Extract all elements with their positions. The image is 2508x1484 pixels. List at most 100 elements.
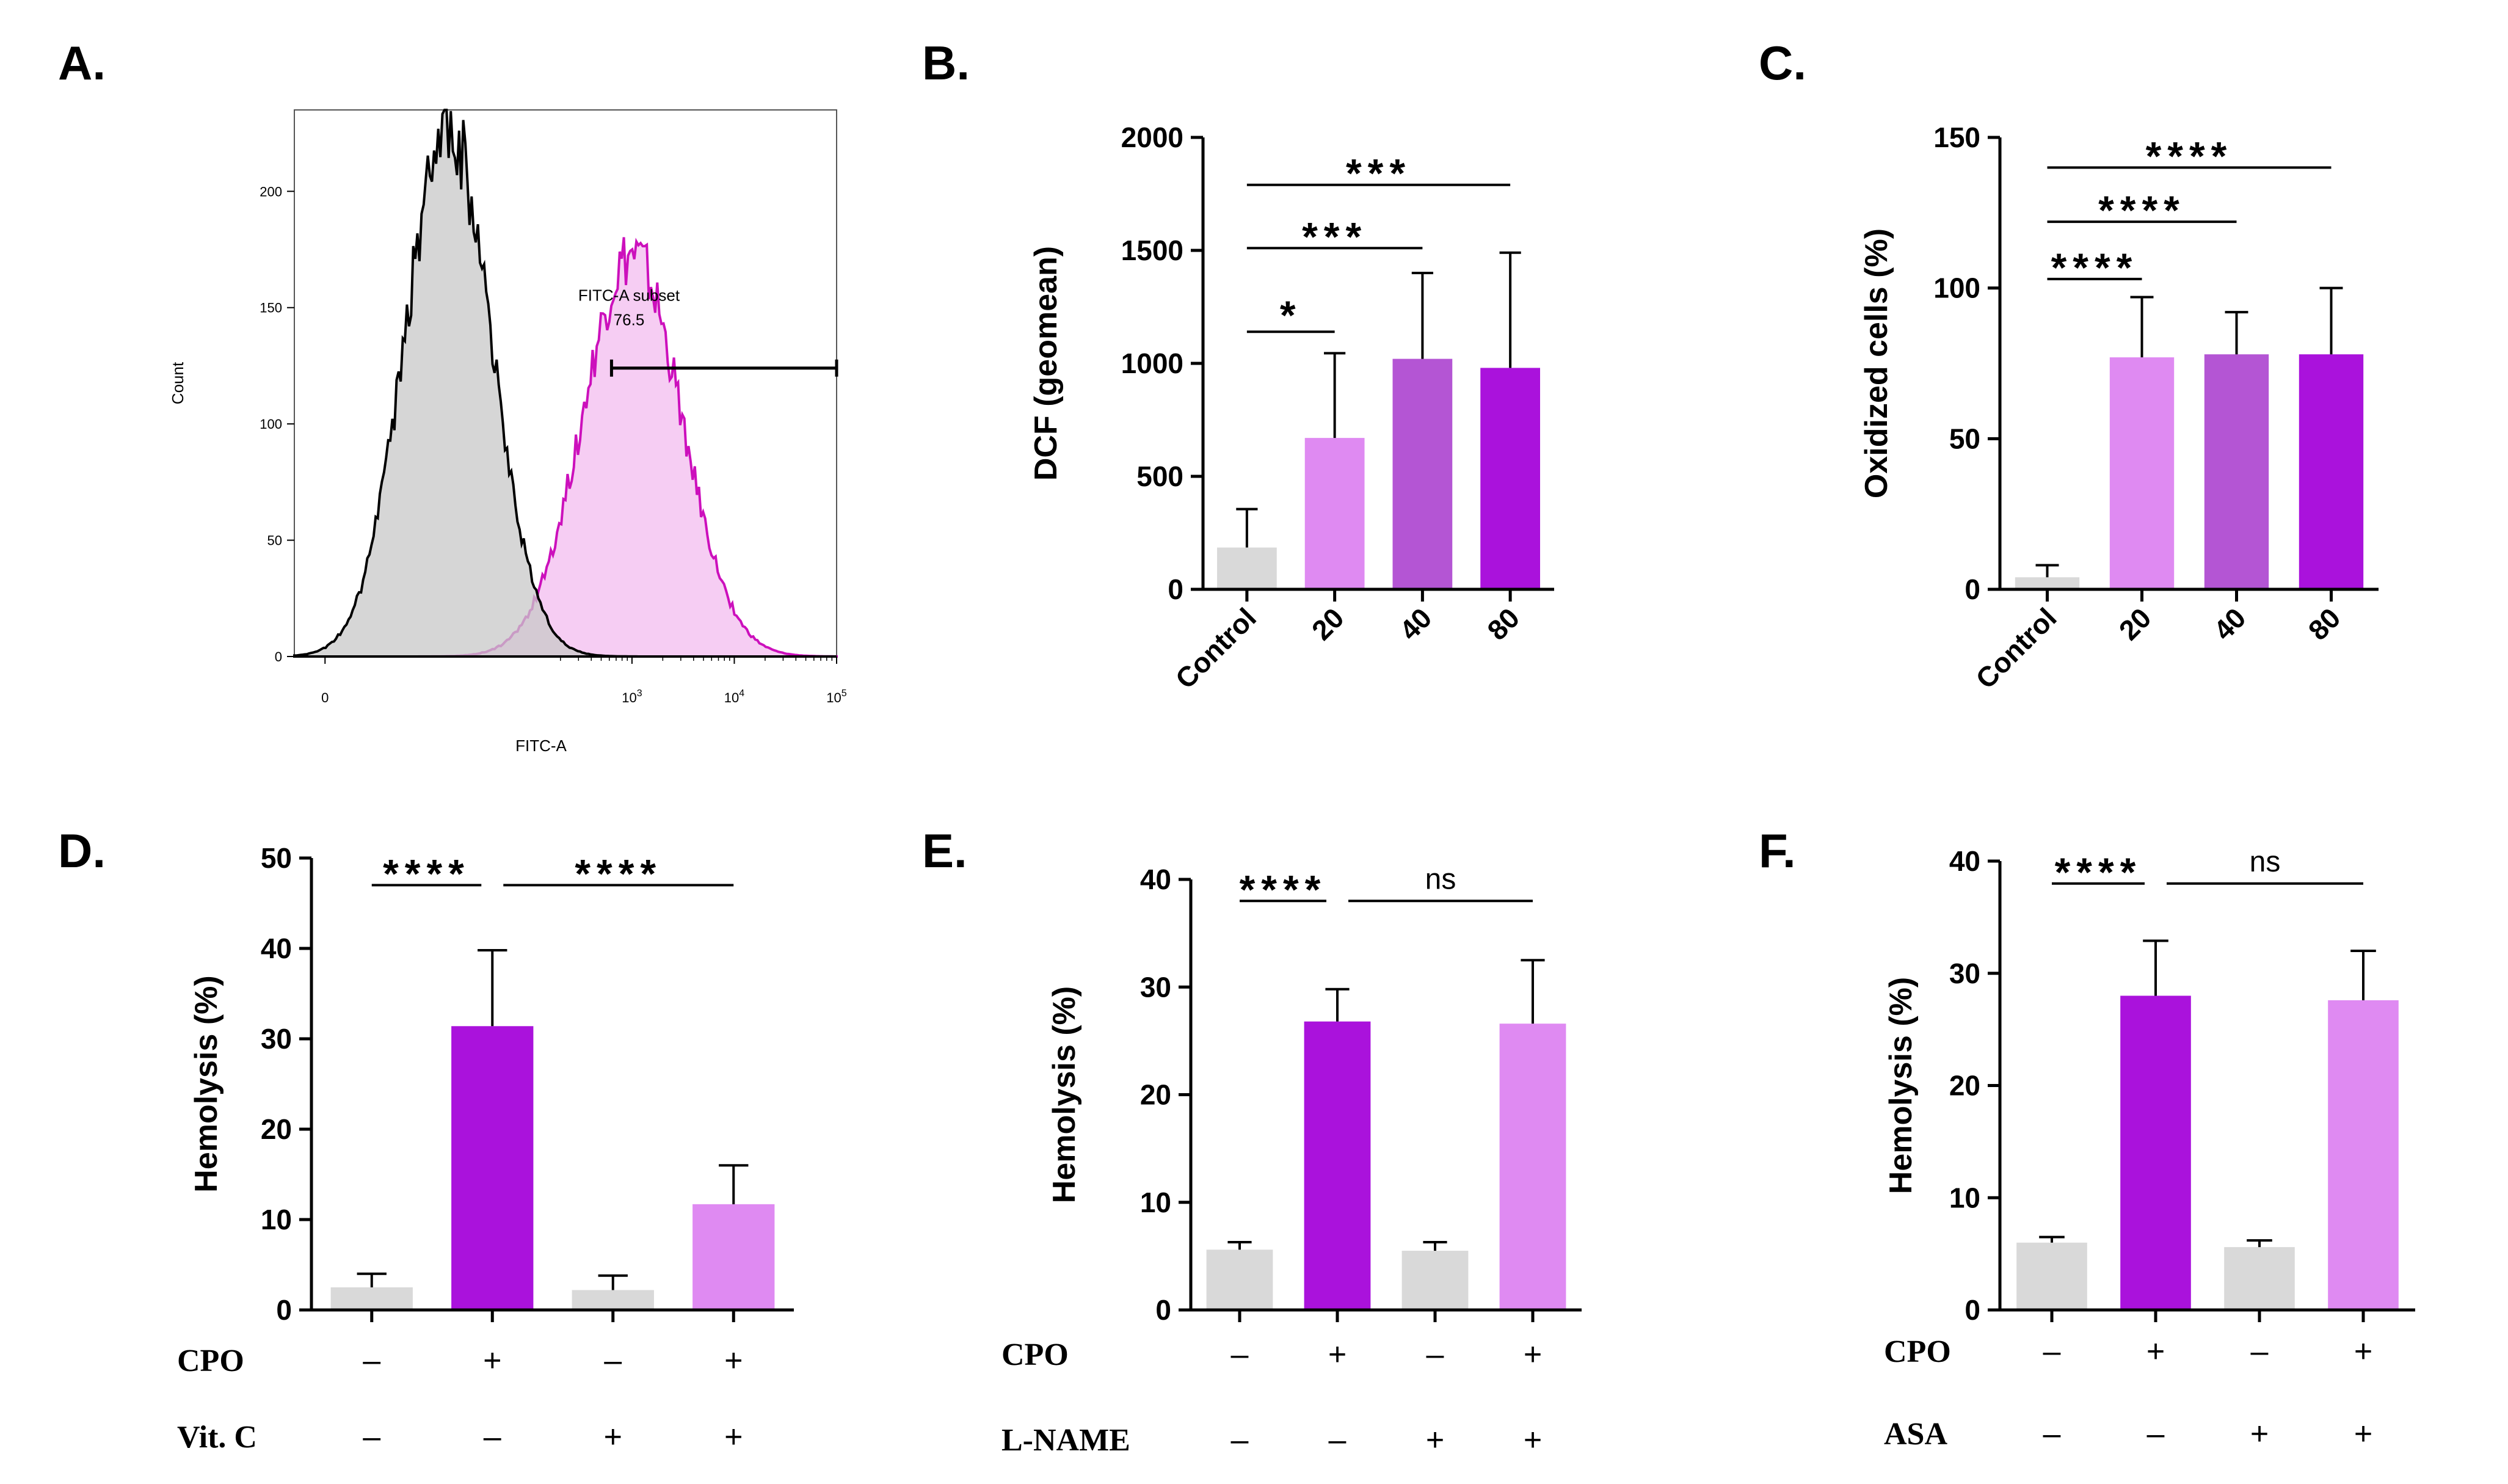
condition-mark: + xyxy=(724,1343,743,1378)
panel-letter: C. xyxy=(1759,36,1806,90)
y-tick-label: 0 xyxy=(276,1294,292,1326)
significance-label: **** xyxy=(383,851,470,896)
y-tick-label: 1000 xyxy=(1121,347,1183,379)
bar xyxy=(1217,547,1277,589)
y-tick-label: 0 xyxy=(1168,573,1183,605)
y-tick-label: 10 xyxy=(1140,1187,1171,1218)
y-tick-label: 100 xyxy=(1933,272,1980,304)
condition-mark: + xyxy=(483,1343,501,1378)
condition-label: Vit. C xyxy=(177,1420,257,1455)
gate-label: FITC-A subset xyxy=(578,286,680,305)
condition-label: ASA xyxy=(1884,1417,1947,1452)
bar xyxy=(2015,577,2080,589)
y-axis-title: DCF (geomean) xyxy=(1028,246,1064,481)
y-tick-label: 30 xyxy=(261,1023,292,1055)
significance-label: ns xyxy=(1425,863,1456,895)
condition-mark: – xyxy=(2251,1334,2269,1369)
y-tick-label: 30 xyxy=(1949,958,1980,989)
y-tick-label: 0 xyxy=(275,649,282,664)
y-tick-label: 200 xyxy=(260,184,282,199)
x-tick-label: 0 xyxy=(321,690,329,705)
condition-label: CPO xyxy=(1884,1334,1951,1369)
significance-label: **** xyxy=(2098,187,2186,233)
y-axis-title: Hemolysis (%) xyxy=(1047,986,1082,1203)
panel-e: E. 0 10 20 30 40 Hemolysis (%) CPO – + – + L-NAME – – +… xyxy=(922,824,1582,1458)
condition-mark: – xyxy=(604,1343,622,1378)
panel-letter: D. xyxy=(58,824,106,878)
panel-d: D. 0 10 20 30 40 50 Hemolysis (%) CPO – + – + Vit. C –… xyxy=(58,824,794,1455)
bar xyxy=(2328,1000,2399,1310)
y-tick-label: 30 xyxy=(1140,971,1171,1003)
y-tick-label: 150 xyxy=(260,300,282,316)
significance-label: **** xyxy=(575,851,662,896)
y-tick-label: 40 xyxy=(261,933,292,964)
y-tick-label: 500 xyxy=(1136,460,1183,492)
y-tick-label: 150 xyxy=(1933,122,1980,153)
condition-mark: + xyxy=(2354,1416,2372,1452)
panel-letter: B. xyxy=(922,36,970,90)
bar xyxy=(572,1290,654,1310)
condition-mark: + xyxy=(604,1419,622,1455)
bar xyxy=(2120,995,2191,1310)
condition-label: CPO xyxy=(177,1344,244,1378)
condition-mark: – xyxy=(2147,1416,2165,1452)
significance-label: **** xyxy=(2051,245,2139,290)
bar xyxy=(1392,358,1453,589)
x-axis-title: FITC-A xyxy=(515,737,567,755)
bar xyxy=(1499,1024,1566,1310)
y-tick-label: 0 xyxy=(1155,1294,1171,1326)
y-tick-label: 100 xyxy=(260,416,282,432)
bar xyxy=(330,1287,413,1310)
bar xyxy=(2016,1242,2087,1310)
bar xyxy=(1304,1021,1371,1310)
y-axis-title: Oxidized cells (%) xyxy=(1859,228,1894,498)
panel-a: A. FITC-A subset 76.5 0 50 100 150 200 0 103 104 10… xyxy=(58,36,847,755)
bar xyxy=(451,1026,534,1310)
histogram-control xyxy=(293,109,837,658)
y-tick-label: 1500 xyxy=(1121,235,1183,266)
x-tick-label: 105 xyxy=(826,688,846,705)
condition-mark: + xyxy=(1328,1337,1347,1372)
y-tick-label: 50 xyxy=(1949,423,1980,454)
significance-label: **** xyxy=(1240,867,1327,912)
y-axis-title: Hemolysis (%) xyxy=(1883,977,1919,1194)
condition-mark: – xyxy=(1231,1337,1249,1372)
condition-mark: – xyxy=(363,1343,380,1378)
condition-mark: + xyxy=(1524,1337,1542,1372)
significance-label: *** xyxy=(1346,151,1411,196)
y-axis-title: Count xyxy=(169,362,187,404)
condition-mark: + xyxy=(2146,1334,2165,1369)
condition-mark: – xyxy=(2043,1334,2061,1369)
condition-mark: – xyxy=(1329,1422,1347,1458)
panel-letter: F. xyxy=(1759,824,1796,878)
y-tick-label: 20 xyxy=(1140,1079,1171,1111)
condition-mark: – xyxy=(1231,1422,1249,1458)
panel-letter: A. xyxy=(58,36,106,90)
condition-mark: – xyxy=(2043,1416,2061,1452)
significance-label: * xyxy=(1280,293,1302,338)
y-tick-label: 20 xyxy=(261,1113,292,1145)
condition-label: CPO xyxy=(1001,1337,1069,1372)
y-tick-label: 20 xyxy=(1949,1070,1980,1102)
y-tick-label: 10 xyxy=(1949,1182,1980,1213)
y-tick-label: 0 xyxy=(1965,1294,1980,1326)
y-tick-label: 2000 xyxy=(1121,122,1183,153)
panel-f: F. 0 10 20 30 40 Hemolysis (%) CPO – + – + ASA – – + + **… xyxy=(1759,824,2415,1452)
bar xyxy=(1480,368,1540,589)
panel-letter: E. xyxy=(922,824,967,878)
significance-label: **** xyxy=(2055,849,2142,895)
y-tick-label: 40 xyxy=(1949,845,1980,877)
condition-mark: + xyxy=(2354,1334,2372,1369)
y-axis-title: Hemolysis (%) xyxy=(189,975,224,1192)
y-tick-label: 50 xyxy=(261,842,292,874)
bar xyxy=(1206,1249,1273,1310)
condition-mark: – xyxy=(1427,1337,1444,1372)
gate-value: 76.5 xyxy=(614,311,645,329)
condition-mark: – xyxy=(484,1419,501,1455)
condition-mark: + xyxy=(2250,1416,2269,1452)
y-tick-label: 40 xyxy=(1140,864,1171,895)
bar xyxy=(2224,1247,2295,1310)
x-tick-label: 103 xyxy=(622,688,642,705)
